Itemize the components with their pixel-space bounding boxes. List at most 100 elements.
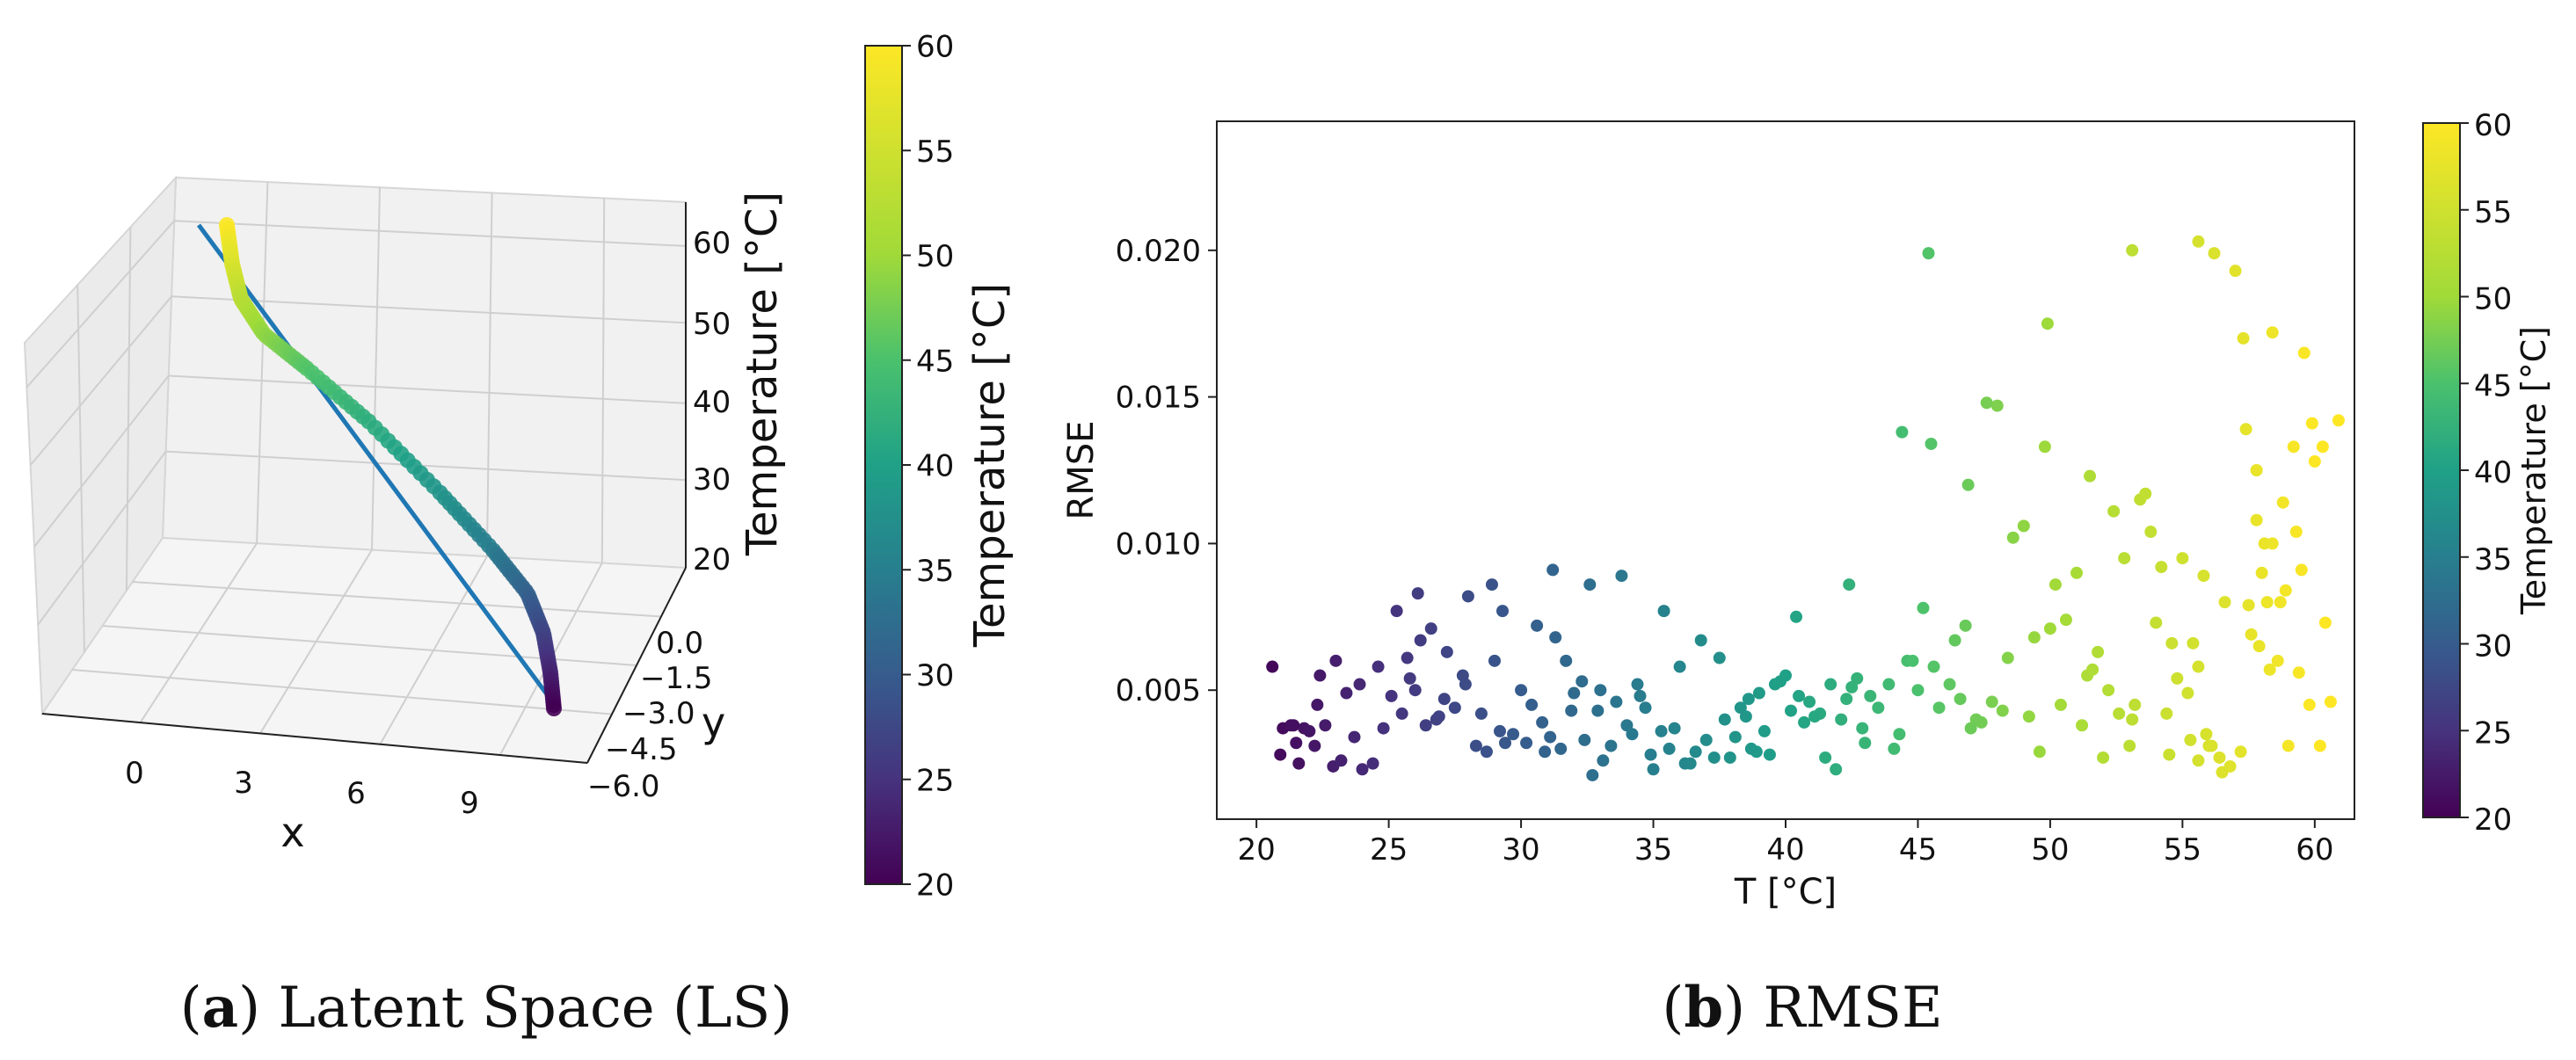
rmse-point	[1539, 745, 1552, 759]
rmse-point	[2192, 754, 2205, 767]
rmse-point	[1594, 684, 1607, 697]
rmse-point	[1448, 701, 1461, 715]
rmse-point	[2205, 739, 2218, 752]
trajectory-points	[219, 217, 562, 716]
grid-line	[256, 182, 269, 544]
grid-line	[37, 451, 167, 626]
grid-line	[29, 295, 172, 466]
rmse-point	[1779, 669, 1792, 682]
rmse-point	[2033, 745, 2046, 759]
rmse-point	[2123, 739, 2136, 752]
rmse-point	[1266, 660, 1279, 673]
rmse-point	[1274, 748, 1287, 761]
rmse-point	[2107, 505, 2121, 518]
rmse-point	[1565, 704, 1578, 717]
rmse-point	[1308, 739, 1321, 752]
rmse-point	[1699, 733, 1713, 746]
rmse-point	[1591, 704, 1605, 717]
rmse-point	[1348, 730, 1361, 744]
rmse-point	[2155, 561, 2168, 574]
caption-b-text: RMSE	[1745, 976, 1943, 1041]
rmse-point	[1319, 719, 1332, 732]
rmse-point	[1631, 678, 1644, 691]
colorbar-b: 60 55 50 45 40 35 30 25 20 Temperature [°C]	[2422, 108, 2553, 838]
rmse-point	[2192, 235, 2205, 248]
z-tick-label: 60	[693, 226, 731, 261]
rmse-point	[1728, 730, 1742, 744]
rmse-point	[1742, 693, 1755, 706]
rmse-point	[2237, 331, 2250, 345]
rmse-point	[2144, 526, 2158, 539]
caption-b: (b) RMSE	[1662, 975, 1942, 1041]
rmse-point	[1723, 751, 1736, 764]
rmse-point	[1830, 763, 1843, 776]
rmse-point	[1544, 730, 1557, 744]
rmse-point	[1927, 660, 1940, 673]
y-tick-label: −3.0	[622, 696, 695, 731]
colorbar-a-ticks: 60 55 50 45 40 35 30 25 20	[902, 30, 954, 904]
colorbar-b-bar	[2422, 122, 2461, 818]
rmse-point	[1303, 724, 1316, 737]
rmse-point	[2171, 672, 2184, 685]
rmse-point	[1639, 701, 1652, 715]
rmse-point	[1437, 693, 1451, 706]
rmse-point	[2239, 423, 2252, 436]
x-tick-label-b: 30	[1502, 832, 1539, 868]
rmse-point	[2126, 243, 2139, 257]
rmse-point	[2043, 622, 2056, 635]
colorbar-a-bar	[864, 45, 903, 885]
rmse-point	[1626, 728, 1639, 741]
rmse-point	[1644, 748, 1657, 761]
y-tick-label: −6.0	[587, 769, 660, 804]
caption-a: (a) Latent Space (LS)	[180, 975, 793, 1041]
rmse-point	[1493, 724, 1506, 737]
rmse-point	[2181, 686, 2194, 700]
colorbar-b-ticks: 60 55 50 45 40 35 30 25 20	[2460, 108, 2512, 838]
colorbar-tick-label: 20	[916, 868, 954, 904]
rmse-point	[1578, 733, 1591, 746]
x-tick-label: 6	[346, 776, 366, 811]
rmse-point	[2271, 654, 2284, 667]
y-axis-label: y	[702, 699, 725, 746]
grid-line	[600, 198, 606, 563]
rmse-point	[1663, 742, 1676, 755]
rmse-point	[2258, 537, 2271, 550]
colorbar-tick-label: 45	[2474, 368, 2512, 403]
rmse-point	[1485, 578, 1498, 592]
rmse-point	[2250, 513, 2263, 526]
rmse-point	[2213, 751, 2226, 764]
rmse-point	[2139, 487, 2152, 500]
rmse-point	[1597, 754, 1610, 767]
colorbar-tick-label: 55	[916, 134, 954, 170]
rmse-point	[2279, 584, 2292, 597]
rmse-point	[1752, 686, 1765, 700]
rmse-point	[2263, 663, 2276, 676]
rmse-point	[1856, 722, 1869, 735]
rmse-point	[2297, 346, 2310, 359]
caption-a-text: Latent Space (LS)	[260, 976, 792, 1041]
rmse-point	[1480, 745, 1493, 759]
rmse-point	[2192, 660, 2205, 673]
colorbar-tick-label: 25	[916, 763, 954, 798]
rmse-point	[1560, 654, 1573, 667]
rmse-point	[1673, 660, 1686, 673]
rmse-point	[1793, 689, 1806, 702]
x-tick-label-b: 25	[1370, 832, 1408, 868]
colorbar-tick-label: 20	[2474, 802, 2512, 838]
rmse-point	[1647, 763, 1660, 776]
x-tick-label-b: 45	[1899, 832, 1937, 868]
rmse-point	[2006, 531, 2019, 544]
rmse-point	[2216, 766, 2229, 779]
rmse-point	[1408, 684, 1422, 697]
grid-line	[132, 581, 662, 618]
y-tick-label-b: 0.010	[1116, 526, 1201, 562]
rmse-point	[1430, 713, 1443, 726]
rmse-point	[1655, 724, 1668, 737]
colorbar-tick-label: 40	[916, 449, 954, 484]
rmse-point	[1668, 722, 1681, 735]
rmse-point	[2295, 563, 2308, 577]
rmse-point	[1744, 742, 1757, 755]
rmse-point	[2289, 526, 2303, 539]
rmse-point	[1872, 701, 1885, 715]
rmse-point	[2165, 636, 2179, 650]
